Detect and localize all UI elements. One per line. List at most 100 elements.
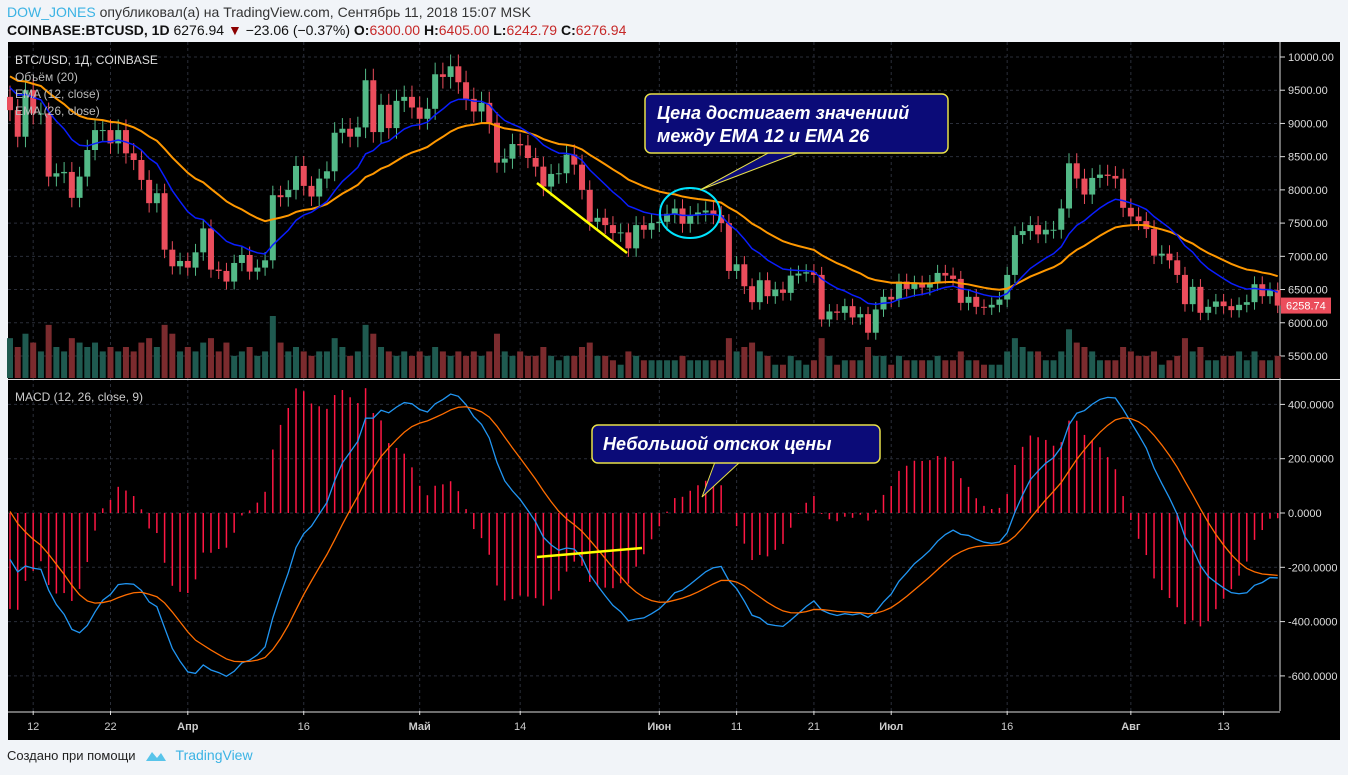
open-value: 6300.00: [369, 22, 421, 38]
candle-body: [300, 165, 307, 186]
symbol: COINBASE:BTCUSD, 1D: [7, 22, 170, 38]
candle-body: [1266, 290, 1273, 297]
candle-body: [378, 104, 385, 133]
candle-body: [718, 215, 725, 224]
candle-body: [872, 309, 879, 333]
candle-body: [254, 267, 261, 272]
volume-bar: [37, 351, 44, 378]
candle-body: [14, 110, 21, 137]
down-arrow-icon: ▼: [227, 22, 242, 38]
chart[interactable]: 10000.00 9500.00 9000.00 8500.00 8000.00 7500…: [0, 0, 1348, 745]
candle-body: [1089, 177, 1096, 195]
callout-ema[interactable]: [644, 93, 949, 154]
candle-body: [795, 273, 802, 276]
tradingview-link[interactable]: TradingView: [175, 747, 253, 763]
candle-body: [169, 249, 176, 267]
volume-bar: [1011, 338, 1018, 378]
author-link[interactable]: DOW_JONES: [7, 4, 96, 20]
candle-body: [1120, 178, 1127, 208]
candle-body: [841, 306, 848, 313]
volume-bar: [895, 355, 902, 378]
candle-body: [903, 281, 910, 289]
candle-body: [354, 127, 361, 137]
volume-bar: [138, 342, 145, 378]
candle-body: [269, 195, 276, 261]
candle-body: [818, 274, 825, 320]
volume-bar: [1220, 355, 1227, 378]
candle-body: [370, 80, 377, 133]
volume-bar: [316, 351, 323, 378]
volume-bar: [926, 360, 933, 378]
volume-bar: [563, 355, 570, 378]
candle-body: [424, 108, 431, 119]
candle-body: [594, 217, 601, 222]
volume-bar: [285, 351, 292, 378]
volume-bar: [308, 355, 315, 378]
candle-body: [1081, 178, 1088, 195]
time-tick-label: Апр: [177, 721, 199, 733]
volume-bar: [1266, 360, 1273, 378]
candle-body: [656, 221, 663, 224]
candle-body: [1236, 304, 1243, 311]
volume-bar: [293, 347, 300, 378]
volume-bar: [679, 355, 686, 378]
volume-bar: [84, 347, 91, 378]
candle-body: [1174, 260, 1181, 275]
volume-bar: [416, 351, 423, 378]
macd-tick-label: -200.0000: [1288, 562, 1338, 574]
candle-body: [756, 280, 763, 303]
candle-body: [749, 286, 756, 303]
candle-body: [408, 96, 415, 108]
volume-bar: [300, 351, 307, 378]
price-tick-label: 7000.00: [1288, 251, 1328, 263]
candle-body: [1158, 253, 1165, 256]
candle-body: [973, 296, 980, 307]
volume-bar: [378, 347, 385, 378]
volume-bar: [579, 347, 586, 378]
volume-bar: [200, 342, 207, 378]
volume-bar: [192, 351, 199, 378]
candle-body: [455, 66, 462, 83]
candle-body: [192, 252, 199, 268]
candle-body: [1073, 163, 1080, 179]
volume-bar: [671, 360, 678, 378]
volume-bar: [586, 342, 593, 378]
volume-bar: [965, 360, 972, 378]
volume-bar: [231, 355, 238, 378]
candle-body: [238, 254, 245, 263]
time-tick-label: Май: [409, 721, 431, 733]
volume-bar: [130, 351, 137, 378]
volume-bar: [772, 364, 779, 378]
volume-bar: [950, 360, 957, 378]
candle-body: [478, 102, 485, 112]
candle-body: [22, 90, 29, 137]
volume-bar: [1120, 347, 1127, 378]
candle-body: [710, 210, 717, 216]
volume-bar: [702, 360, 709, 378]
candle-body: [401, 96, 408, 101]
candle-body: [640, 225, 647, 230]
candle-body: [1104, 174, 1111, 176]
candle-body: [146, 179, 153, 204]
candle-body: [501, 158, 508, 163]
candle-body: [687, 215, 694, 224]
candle-body: [671, 208, 678, 214]
price-trendline[interactable]: [536, 182, 628, 254]
volume-bar: [1143, 355, 1150, 378]
candle-body: [633, 225, 640, 249]
volume-bar: [1236, 351, 1243, 378]
macd-trendline[interactable]: [536, 546, 643, 559]
highlight-ellipse[interactable]: [659, 187, 721, 239]
candle-body: [447, 66, 454, 77]
close-label: C:: [560, 22, 576, 38]
callout-bounce[interactable]: [591, 424, 881, 464]
volume-bar: [1251, 351, 1258, 378]
time-tick-label: Авг: [1121, 721, 1141, 733]
volume-bar: [439, 351, 446, 378]
volume-bar: [146, 338, 153, 378]
candle-body: [1228, 306, 1235, 311]
last-price-marker: [1281, 297, 1331, 314]
candle-body: [130, 153, 137, 160]
price-tick-label: 6000.00: [1288, 318, 1328, 330]
candle-body: [586, 189, 593, 222]
